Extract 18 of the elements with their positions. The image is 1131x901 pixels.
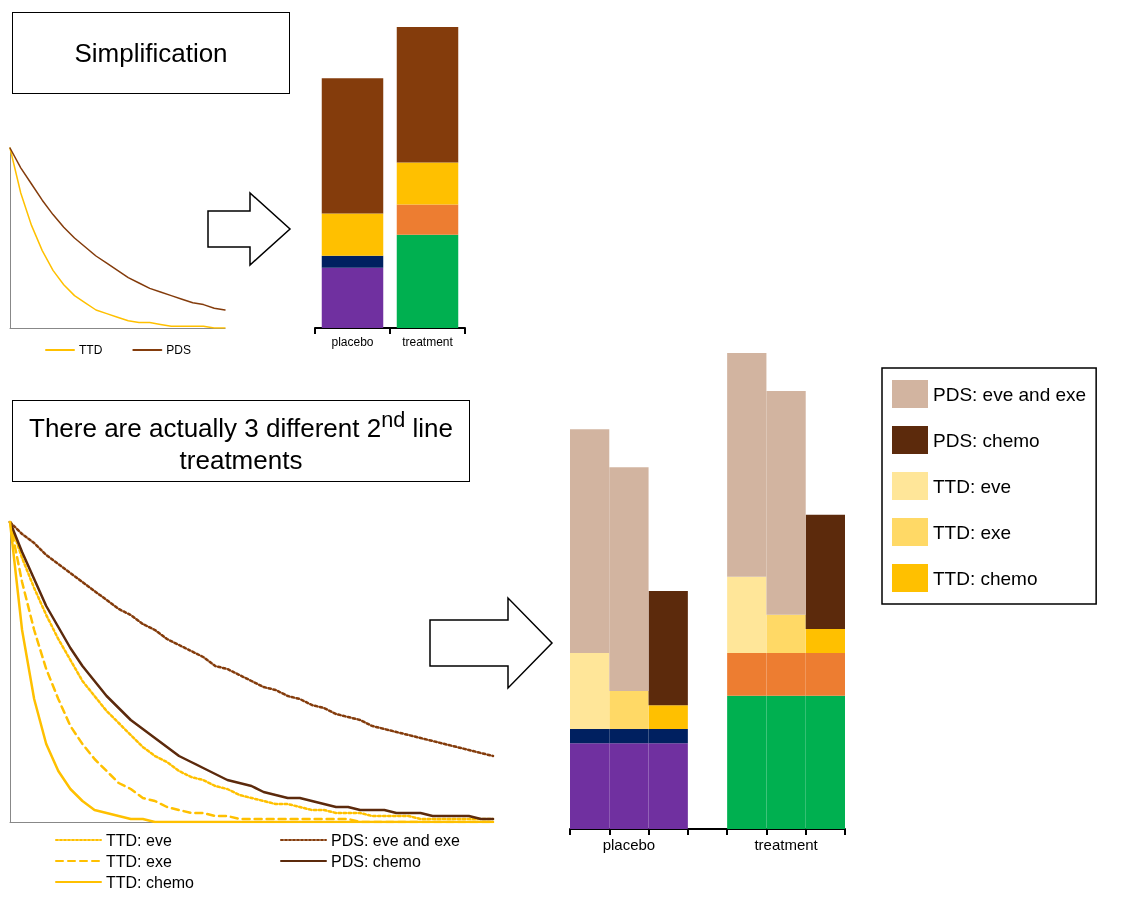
legend-label: PDS: chemo (331, 852, 421, 870)
chart-title: Simplification (74, 36, 228, 70)
legend-label: PDS: eve and exe (331, 831, 461, 849)
legend-label: TTD (79, 343, 103, 357)
legend-label: TTD: exe (933, 521, 1012, 543)
legend-label: TTD: eve (106, 831, 172, 849)
x-tick-label: treatment (754, 836, 819, 853)
legend-label: TTD: exe (106, 852, 172, 870)
legend-label: PDS: eve and exe (933, 383, 1087, 405)
legend-label: TTD: chemo (106, 873, 195, 891)
legend-label: TTD: chemo (933, 567, 1038, 589)
legend-label: PDS: chemo (933, 429, 1040, 451)
legend-label: TTD: eve (933, 475, 1012, 497)
x-tick-label: placebo (331, 335, 374, 349)
legend-label: PDS (166, 343, 192, 357)
x-tick-label: treatment (402, 335, 454, 349)
chart-title: There are actually 3 different 2$^{nd}$ line treatments (29, 406, 453, 475)
x-tick-label: placebo (602, 836, 656, 853)
